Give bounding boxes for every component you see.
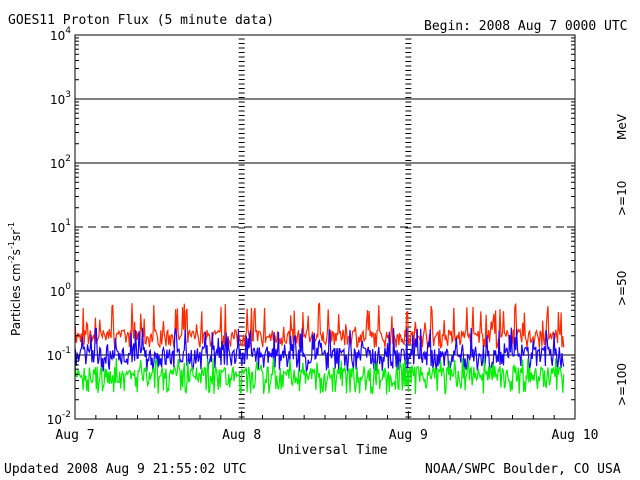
series-layer [74, 302, 565, 395]
legend-ge100: >=100 [615, 363, 629, 406]
y-tick-label: 100 [50, 282, 71, 299]
y-tick-label: 10-2 [47, 410, 71, 427]
begin-label: Begin: 2008 Aug 7 0000 UTC [424, 19, 628, 34]
x-tick-label: Aug 7 [55, 428, 94, 443]
y-tick-label: 104 [50, 26, 71, 43]
plot-area [75, 38, 575, 418]
y-tick-label: 10-1 [47, 346, 71, 363]
x-tick-label: Aug 9 [389, 428, 428, 443]
updated-timestamp: Updated 2008 Aug 9 21:55:02 UTC [4, 462, 247, 477]
legend-ge10: >=10 [615, 181, 629, 216]
series-line-2 [74, 357, 565, 395]
chart-title: GOES11 Proton Flux (5 minute data) [8, 13, 274, 28]
x-tick-label: Aug 8 [222, 428, 261, 443]
y-tick-label: 101 [50, 218, 71, 235]
y-tick-label: 103 [50, 90, 71, 107]
legend-ge50: >=50 [615, 271, 629, 306]
y-tick-label: 102 [50, 154, 71, 171]
y-axis-label: Particles cm-2s-1sr-1 [7, 222, 23, 336]
credit-label: NOAA/SWPC Boulder, CO USA [425, 462, 621, 477]
x-tick-label: Aug 10 [552, 428, 599, 443]
x-axis-label: Universal Time [278, 443, 388, 458]
legend-unit: MeV [615, 113, 629, 140]
series-line-0 [74, 302, 565, 350]
